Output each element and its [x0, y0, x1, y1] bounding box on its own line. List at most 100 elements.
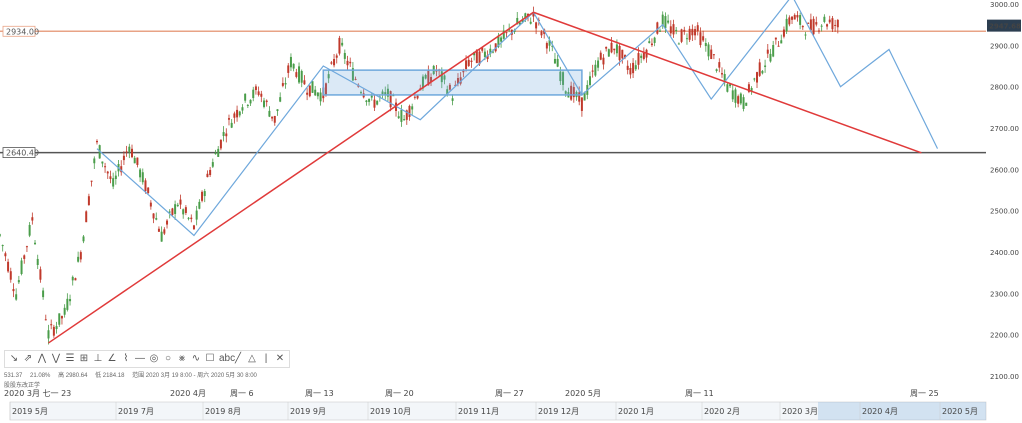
x-tick-label: 周一 27	[495, 389, 524, 398]
candle	[233, 113, 236, 118]
navigator-tick: 2019 11月	[458, 407, 499, 416]
toolbar-tool-icon[interactable]: ∿	[191, 353, 201, 364]
candle	[136, 157, 139, 165]
toolbar-tool-icon[interactable]: ✕	[275, 353, 285, 364]
candle	[462, 69, 465, 73]
candle	[518, 22, 521, 25]
candle	[58, 313, 61, 325]
candle	[7, 261, 10, 272]
candle	[624, 55, 627, 58]
candle	[405, 110, 408, 120]
candle	[152, 213, 155, 219]
candle	[642, 52, 645, 59]
toolbar-tool-icon[interactable]: ⇗	[23, 353, 33, 364]
candle	[166, 220, 169, 225]
x-tick-label: 周一 6	[230, 389, 254, 398]
candle	[551, 45, 554, 47]
candle	[95, 140, 98, 143]
navigator-tick: 2019 8月	[205, 407, 241, 416]
candle	[610, 42, 613, 53]
candle	[287, 65, 290, 73]
candle	[63, 307, 66, 315]
toolbar-tool-icon[interactable]: ◎	[149, 353, 159, 364]
candle	[25, 246, 28, 248]
toolbar-tool-icon[interactable]: ☐	[205, 353, 215, 364]
toolbar-tool-icon[interactable]: ☰	[65, 353, 75, 364]
toolbar-tool-icon[interactable]: ○	[164, 353, 172, 364]
candle	[4, 253, 7, 257]
toolbar-tool-icon[interactable]: |	[264, 353, 268, 364]
candle	[263, 100, 266, 107]
navigator-tick: 2020 1月	[618, 407, 654, 416]
trendline	[48, 11, 534, 344]
toolbar-tool-icon[interactable]: ⊥	[93, 353, 103, 364]
candle	[427, 70, 430, 86]
toolbar-tool-icon[interactable]: —	[135, 353, 145, 364]
toolbar-tool-icon[interactable]: abc	[219, 353, 236, 364]
toolbar-tool-icon[interactable]: ⋁	[51, 353, 61, 364]
x-tick-label: 周一 20	[385, 389, 414, 398]
candle	[17, 280, 20, 283]
candle	[826, 24, 829, 27]
toolbar-tool-icon[interactable]: ⨳	[178, 353, 186, 364]
candle	[206, 173, 209, 178]
toolbar-tool-icon[interactable]: ╱	[234, 353, 242, 364]
candle	[144, 180, 147, 192]
candle	[683, 29, 686, 32]
candle	[42, 290, 45, 298]
candle	[729, 84, 732, 87]
candle	[85, 211, 88, 223]
candle	[338, 37, 341, 54]
last-price-label: 2947.68	[989, 23, 1021, 31]
candle	[548, 40, 551, 46]
candle	[168, 211, 171, 213]
candle	[349, 61, 352, 64]
candle	[448, 84, 451, 90]
candle	[737, 96, 740, 104]
candle	[139, 169, 142, 178]
navigator-tick: 2019 7月	[118, 407, 154, 416]
candle	[351, 68, 354, 81]
candle	[1, 245, 4, 247]
candle	[559, 71, 562, 82]
candle	[656, 22, 659, 34]
candle	[376, 100, 379, 105]
candle	[739, 93, 742, 104]
candle	[147, 187, 150, 194]
candle	[834, 24, 837, 26]
candle	[157, 228, 160, 232]
candle	[694, 29, 697, 36]
candle	[516, 17, 519, 25]
candle	[580, 97, 583, 111]
candle	[276, 109, 279, 112]
x-tick-label: 2020 5月	[565, 389, 601, 398]
candle	[93, 158, 96, 164]
candle	[664, 16, 667, 29]
x-tick-label: 2020 4月	[170, 389, 206, 398]
x-tick-label: 周一 11	[685, 389, 714, 398]
y-tick-label: 3000.00	[990, 1, 1019, 9]
toolbar-tool-icon[interactable]: ⊞	[79, 353, 89, 364]
candle	[174, 204, 177, 214]
candle	[583, 92, 586, 101]
candle	[742, 97, 745, 109]
toolbar-tool-icon[interactable]: ↘	[9, 353, 19, 364]
candle	[236, 109, 239, 118]
candle	[483, 51, 486, 58]
candle	[521, 19, 524, 23]
y-tick-label: 2900.00	[990, 42, 1019, 50]
candle	[572, 87, 575, 98]
toolbar-tool-icon[interactable]: ⌇	[123, 353, 129, 364]
candle	[386, 88, 389, 97]
candle	[540, 31, 543, 36]
candle	[187, 217, 190, 219]
candle	[0, 234, 1, 236]
candle	[804, 34, 807, 36]
candle	[176, 204, 179, 207]
toolbar-tool-icon[interactable]: ⋀	[37, 353, 47, 364]
toolbar-tool-icon[interactable]: ∠	[107, 353, 117, 364]
toolbar-tool-icon[interactable]: △	[248, 353, 256, 364]
candle	[365, 100, 368, 103]
candle	[489, 48, 492, 54]
